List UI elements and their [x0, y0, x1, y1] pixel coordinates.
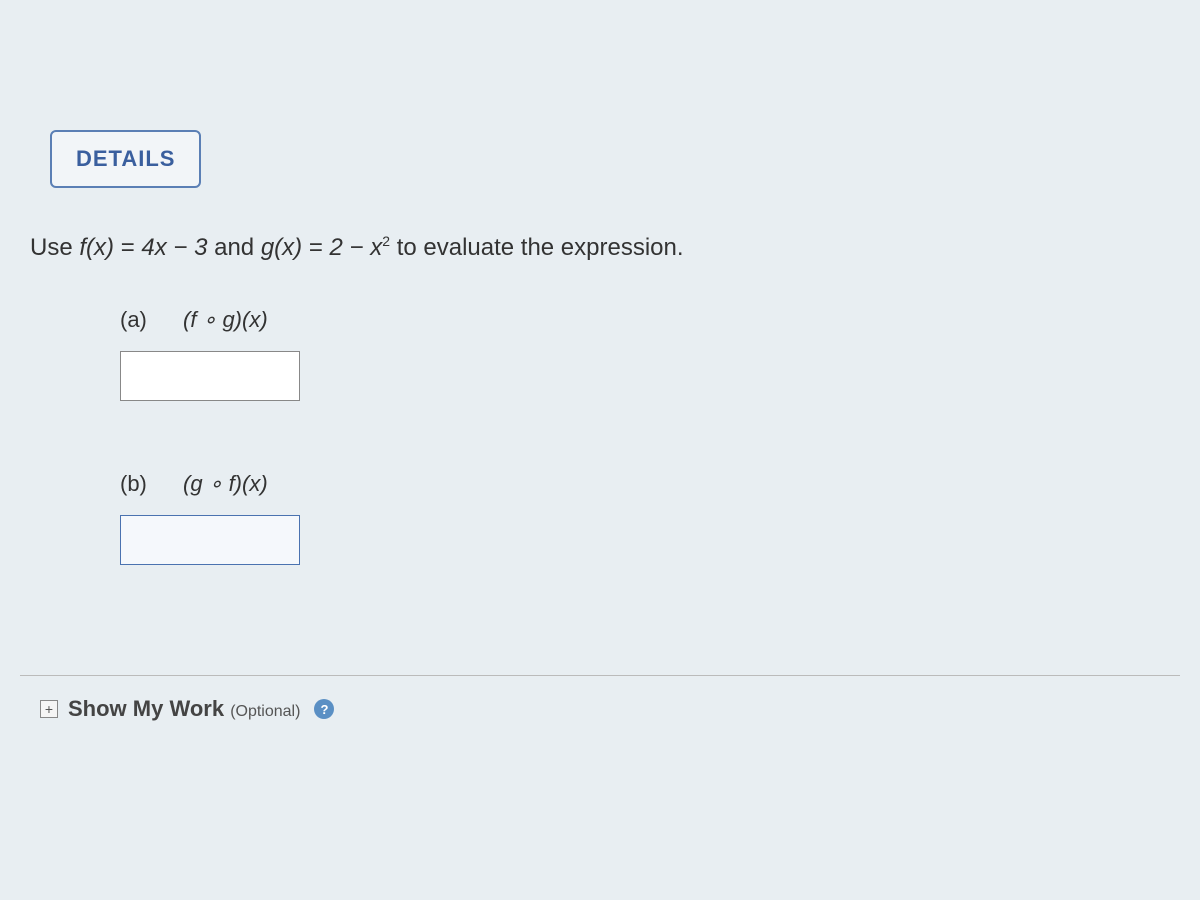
part-a: (a) (f ∘ g)(x)	[120, 307, 1180, 451]
g-lhs: g(x)	[261, 234, 302, 261]
prompt-prefix: Use	[30, 234, 79, 261]
connector: and	[214, 234, 261, 261]
equals-2: =	[309, 234, 330, 261]
part-b-label: (b) (g ∘ f)(x)	[120, 471, 1180, 497]
part-a-label: (a) (f ∘ g)(x)	[120, 307, 1180, 333]
part-b-expr: (g ∘ f)(x)	[183, 471, 268, 496]
g-rhs-base: 2 − x	[330, 234, 383, 261]
help-symbol: ?	[320, 702, 328, 717]
plus-symbol: +	[45, 701, 53, 717]
show-my-work-section: + Show My Work (Optional) ?	[20, 675, 1180, 722]
f-rhs: 4x − 3	[141, 234, 207, 261]
g-rhs-exp: 2	[382, 233, 390, 249]
equals-1: =	[121, 234, 142, 261]
prompt-suffix: to evaluate the expression.	[397, 234, 684, 261]
part-b: (b) (g ∘ f)(x)	[120, 471, 1180, 615]
show-my-work-toggle[interactable]: + Show My Work (Optional) ?	[40, 696, 1180, 722]
help-icon[interactable]: ?	[314, 699, 334, 719]
part-a-letter: (a)	[120, 307, 147, 332]
part-a-input[interactable]	[120, 351, 300, 401]
details-label: DETAILS	[76, 146, 175, 171]
optional-label: (Optional)	[230, 703, 300, 720]
question-prompt: Use f(x) = 4x − 3 and g(x) = 2 − x2 to e…	[30, 233, 1180, 262]
show-my-work-label: Show My Work (Optional)	[68, 696, 300, 722]
part-b-letter: (b)	[120, 471, 147, 496]
question-container: DETAILS Use f(x) = 4x − 3 and g(x) = 2 −…	[0, 130, 1200, 722]
part-a-expr: (f ∘ g)(x)	[183, 307, 268, 332]
details-button[interactable]: DETAILS	[50, 130, 201, 188]
expand-icon: +	[40, 700, 58, 718]
f-lhs: f(x)	[79, 234, 114, 261]
show-work-text: Show My Work	[68, 696, 224, 721]
part-b-input[interactable]	[120, 515, 300, 565]
